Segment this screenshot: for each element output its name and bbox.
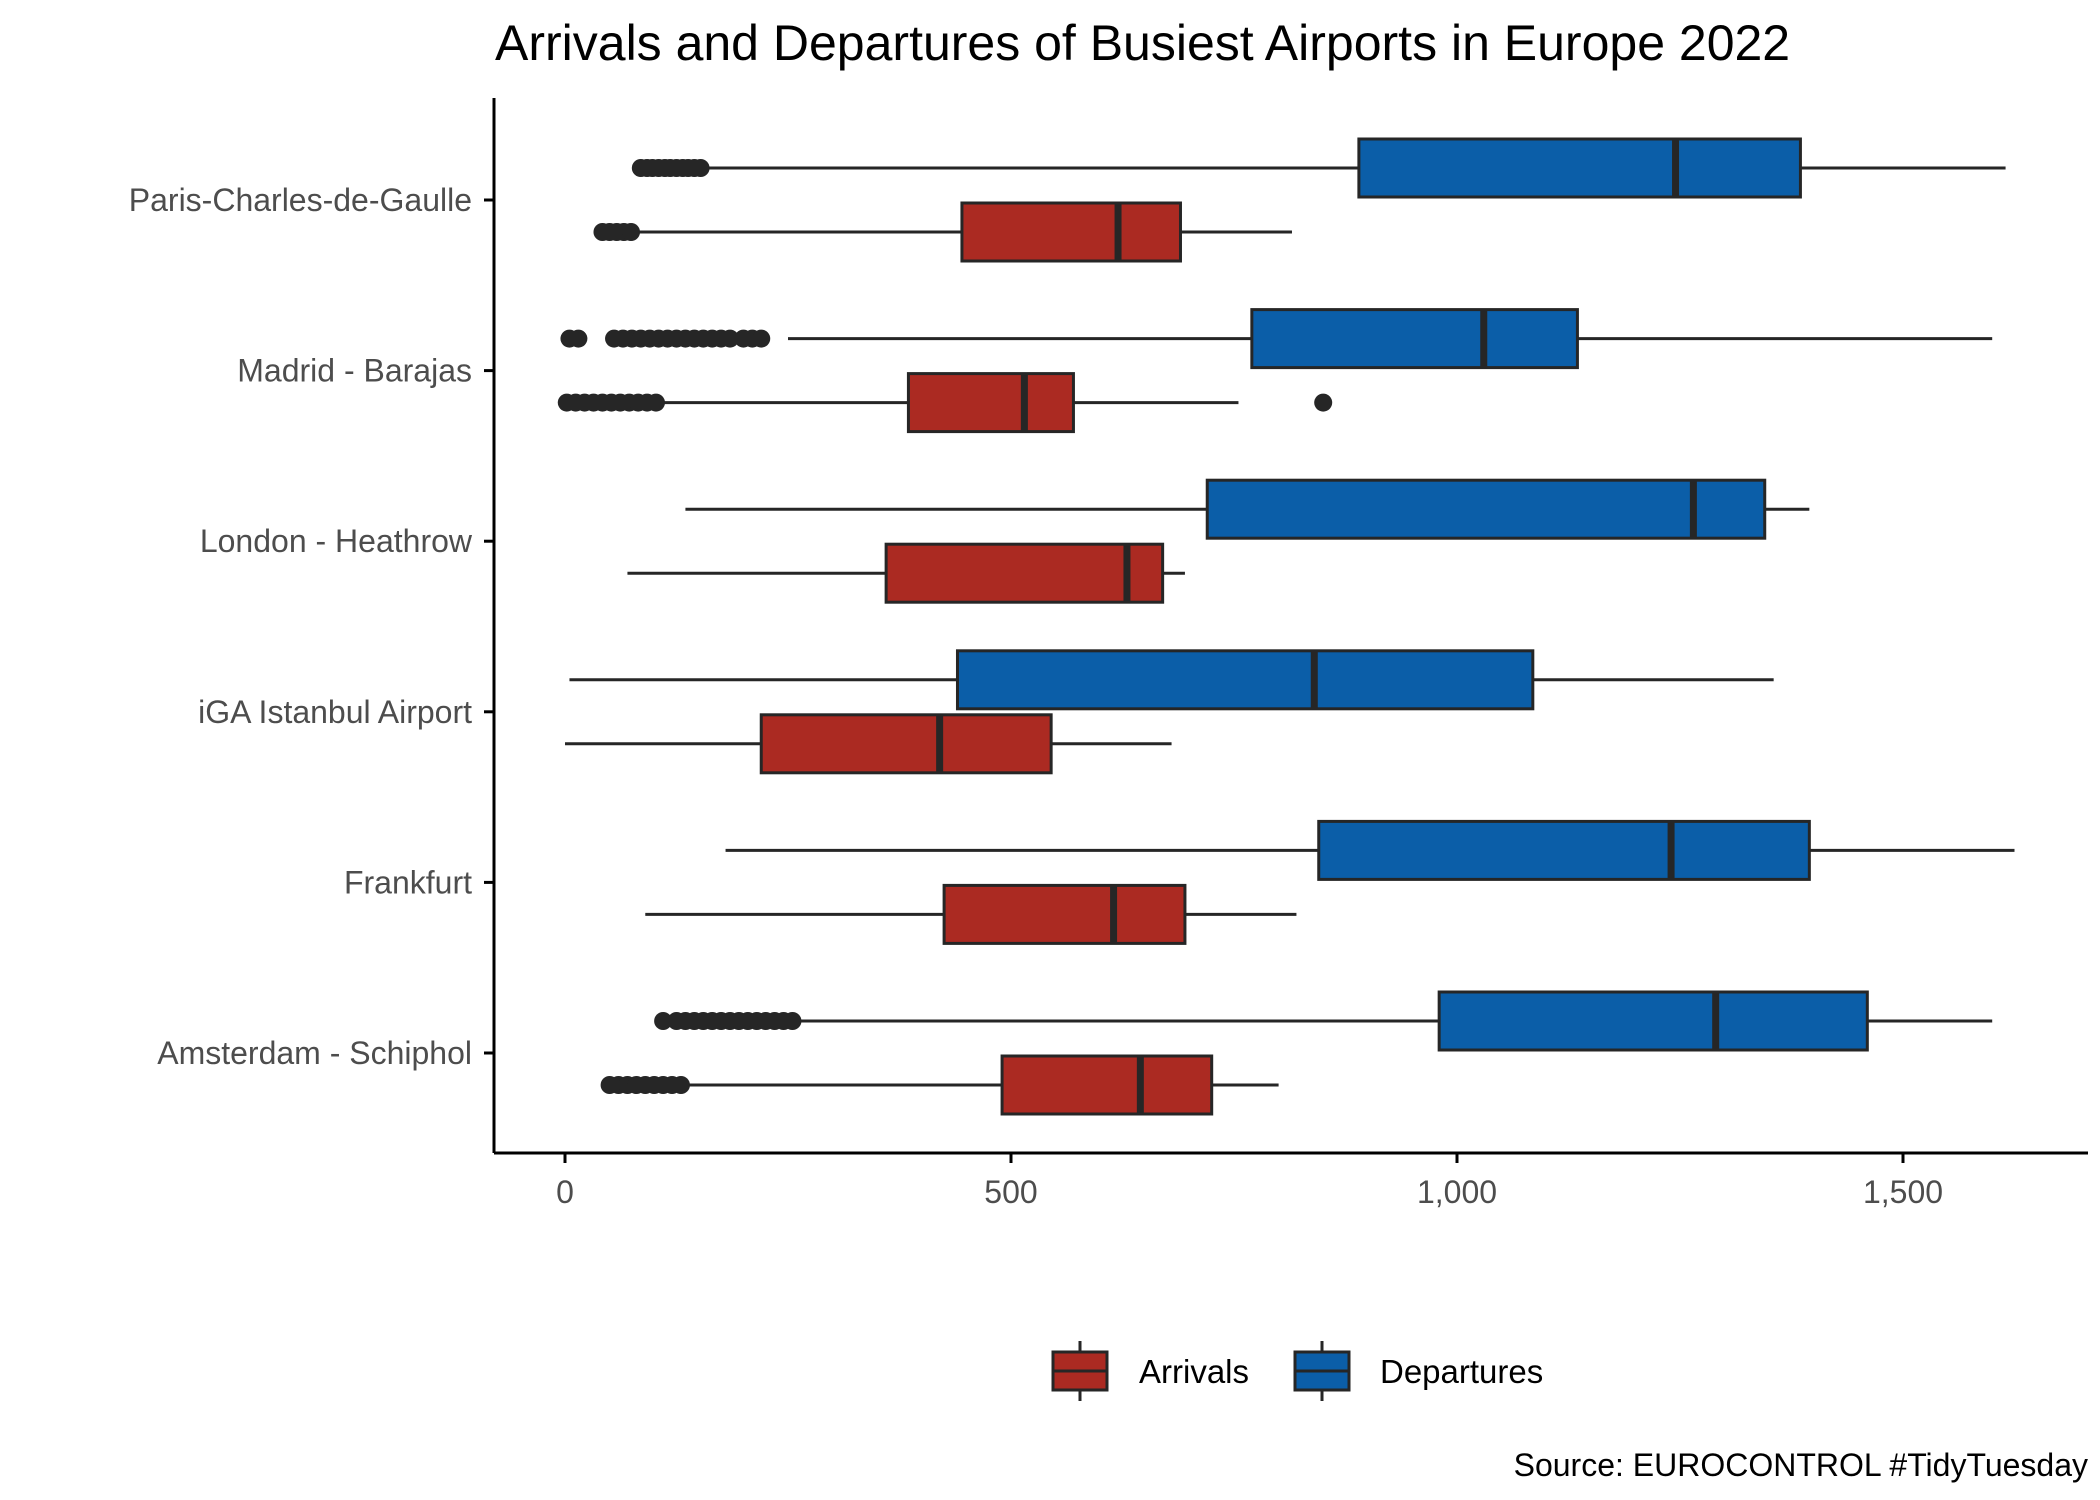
box-arrivals-paris-charles-de-gaulle bbox=[593, 201, 1292, 263]
box-arrivals-iga-istanbul-airport bbox=[565, 713, 1172, 775]
plot-area bbox=[557, 137, 2015, 1116]
legend-label-departures: Departures bbox=[1380, 1353, 1543, 1390]
outlier-departures-paris-charles-de-gaulle-10 bbox=[691, 159, 710, 177]
box-arrivals-frankfurt bbox=[645, 883, 1297, 945]
iqr-box-arrivals-paris-charles-de-gaulle bbox=[960, 201, 1182, 263]
legend-item-departures: Departures bbox=[1293, 1341, 1543, 1401]
legend: Arrivals Departures bbox=[1051, 1341, 1543, 1401]
iqr-box-arrivals-amsterdam-schiphol bbox=[1000, 1054, 1214, 1116]
y-tick-label-amsterdam-schiphol: Amsterdam - Schiphol bbox=[157, 1035, 472, 1071]
box-departures-madrid-barajas bbox=[560, 308, 1993, 370]
iqr-box-arrivals-iga-istanbul-airport bbox=[759, 713, 1053, 775]
box-arrivals-madrid-barajas bbox=[557, 372, 1333, 434]
x-tick-label-1000: 1,000 bbox=[1417, 1174, 1497, 1210]
y-tick-label-iga-istanbul-airport: iGA Istanbul Airport bbox=[198, 694, 472, 730]
outlier-departures-madrid-barajas-1 bbox=[569, 329, 588, 348]
outlier-arrivals-madrid-barajas-11 bbox=[1314, 393, 1333, 412]
box-departures-frankfurt bbox=[725, 819, 2015, 881]
outlier-departures-amsterdam-schiphol-0 bbox=[654, 1012, 673, 1030]
chart-title: Arrivals and Departures of Busiest Airpo… bbox=[495, 15, 1790, 71]
iqr-box-departures-madrid-barajas bbox=[1250, 308, 1579, 370]
x-tick-label-0: 0 bbox=[556, 1174, 574, 1210]
outlier-arrivals-paris-charles-de-gaulle-4 bbox=[622, 223, 641, 241]
iqr-box-arrivals-madrid-barajas bbox=[906, 372, 1075, 434]
iqr-box-arrivals-frankfurt bbox=[942, 883, 1187, 945]
iqr-box-arrivals-london-heathrow bbox=[884, 542, 1165, 604]
y-axis: Paris-Charles-de-Gaulle Madrid - Barajas L… bbox=[129, 182, 494, 1071]
chart-caption: Source: EUROCONTROL #TidyTuesday bbox=[1514, 1447, 2088, 1483]
box-departures-london-heathrow bbox=[685, 478, 1810, 540]
x-axis: 0 500 1,000 1,500 bbox=[556, 1153, 1943, 1210]
y-tick-label-london-heathrow: London - Heathrow bbox=[200, 523, 473, 559]
legend-label-arrivals: Arrivals bbox=[1139, 1353, 1249, 1390]
x-tick-label-1500: 1,500 bbox=[1863, 1174, 1943, 1210]
outlier-departures-madrid-barajas-18 bbox=[752, 329, 771, 348]
iqr-box-departures-london-heathrow bbox=[1205, 478, 1767, 540]
y-tick-label-frankfurt: Frankfurt bbox=[344, 864, 472, 900]
box-departures-iga-istanbul-airport bbox=[569, 649, 1774, 711]
outlier-departures-madrid-barajas-15 bbox=[721, 329, 740, 348]
outlier-arrivals-amsterdam-schiphol-8 bbox=[671, 1076, 690, 1094]
outlier-departures-amsterdam-schiphol-14 bbox=[783, 1012, 802, 1030]
iqr-box-departures-frankfurt bbox=[1317, 819, 1811, 881]
y-tick-label-madrid-barajas: Madrid - Barajas bbox=[237, 353, 472, 389]
legend-item-arrivals: Arrivals bbox=[1051, 1341, 1249, 1401]
outlier-arrivals-madrid-barajas-10 bbox=[646, 393, 665, 412]
y-tick-label-paris-charles-de-gaulle: Paris-Charles-de-Gaulle bbox=[129, 182, 472, 218]
iqr-box-departures-iga-istanbul-airport bbox=[955, 649, 1535, 711]
x-tick-label-500: 500 bbox=[984, 1174, 1037, 1210]
box-arrivals-amsterdam-schiphol bbox=[600, 1054, 1279, 1116]
iqr-box-departures-amsterdam-schiphol bbox=[1437, 990, 1869, 1052]
box-departures-amsterdam-schiphol bbox=[654, 990, 1993, 1052]
iqr-box-departures-paris-charles-de-gaulle bbox=[1357, 137, 1802, 199]
box-arrivals-london-heathrow bbox=[627, 542, 1185, 604]
box-departures-paris-charles-de-gaulle bbox=[631, 137, 2006, 199]
